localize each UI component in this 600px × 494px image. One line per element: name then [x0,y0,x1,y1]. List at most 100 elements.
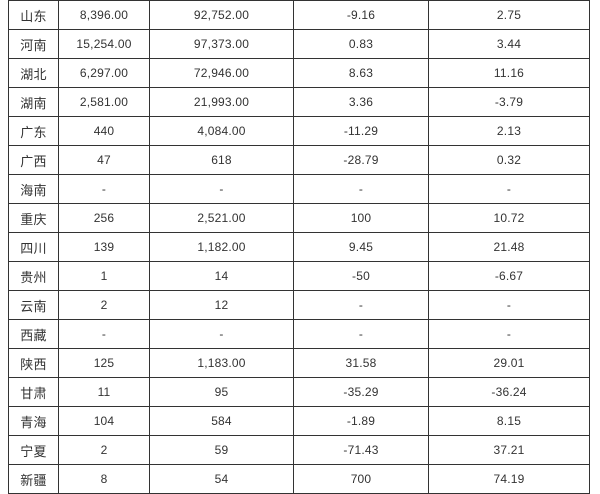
value-col4-cell: 8.15 [429,407,589,436]
value-col4-cell: 3.44 [429,30,589,59]
value-col3-cell: 0.83 [294,30,429,59]
table-row: 海南 - - - - [9,175,589,204]
province-name-cell: 新疆 [9,465,59,494]
table-row: 山东 8,396.00 92,752.00 -9.16 2.75 [9,1,589,30]
value-col2-cell: - [150,320,294,349]
province-name-cell: 湖北 [9,59,59,88]
value-col4-cell: 74.19 [429,465,589,494]
table-row: 陕西 125 1,183.00 31.58 29.01 [9,349,589,378]
table-row: 湖南 2,581.00 21,993.00 3.36 -3.79 [9,88,589,117]
value-col3-cell: -28.79 [294,146,429,175]
value-col3-cell: -1.89 [294,407,429,436]
value-col1-cell: 2 [59,436,150,465]
value-col3-cell: -71.43 [294,436,429,465]
value-col3-cell: 8.63 [294,59,429,88]
value-col1-cell: 8,396.00 [59,1,150,30]
value-col2-cell: 584 [150,407,294,436]
province-name-cell: 湖南 [9,88,59,117]
value-col1-cell: 8 [59,465,150,494]
province-name-cell: 广西 [9,146,59,175]
province-name-cell: 陕西 [9,349,59,378]
value-col2-cell: 2,521.00 [150,204,294,233]
value-col2-cell: 14 [150,262,294,291]
value-col2-cell: 72,946.00 [150,59,294,88]
province-name-cell: 贵州 [9,262,59,291]
table-row: 四川 139 1,182.00 9.45 21.48 [9,233,589,262]
value-col1-cell: 15,254.00 [59,30,150,59]
value-col4-cell: - [429,175,589,204]
table-row: 河南 15,254.00 97,373.00 0.83 3.44 [9,30,589,59]
value-col4-cell: -36.24 [429,378,589,407]
value-col4-cell: - [429,320,589,349]
value-col2-cell: 21,993.00 [150,88,294,117]
province-name-cell: 云南 [9,291,59,320]
province-name-cell: 西藏 [9,320,59,349]
value-col4-cell: 21.48 [429,233,589,262]
value-col1-cell: 11 [59,378,150,407]
province-name-cell: 甘肃 [9,378,59,407]
table-row: 广西 47 618 -28.79 0.32 [9,146,589,175]
value-col4-cell: 0.32 [429,146,589,175]
province-name-cell: 重庆 [9,204,59,233]
value-col4-cell: -3.79 [429,88,589,117]
value-col1-cell: 125 [59,349,150,378]
value-col3-cell: 9.45 [294,233,429,262]
value-col3-cell: 3.36 [294,88,429,117]
table-row: 青海 104 584 -1.89 8.15 [9,407,589,436]
value-col1-cell: 256 [59,204,150,233]
value-col3-cell: -35.29 [294,378,429,407]
value-col2-cell: 97,373.00 [150,30,294,59]
value-col1-cell: 47 [59,146,150,175]
value-col1-cell: - [59,175,150,204]
value-col2-cell: 54 [150,465,294,494]
table-row: 广东 440 4,084.00 -11.29 2.13 [9,117,589,146]
value-col4-cell: 2.75 [429,1,589,30]
value-col1-cell: 440 [59,117,150,146]
table-row: 重庆 256 2,521.00 100 10.72 [9,204,589,233]
value-col1-cell: 104 [59,407,150,436]
table-row: 新疆 8 54 700 74.19 [9,465,589,494]
value-col2-cell: 4,084.00 [150,117,294,146]
value-col3-cell: -9.16 [294,1,429,30]
table-row: 宁夏 2 59 -71.43 37.21 [9,436,589,465]
value-col1-cell: 2 [59,291,150,320]
value-col3-cell: -50 [294,262,429,291]
value-col4-cell: 10.72 [429,204,589,233]
province-name-cell: 宁夏 [9,436,59,465]
province-name-cell: 海南 [9,175,59,204]
value-col4-cell: 2.13 [429,117,589,146]
value-col3-cell: - [294,175,429,204]
value-col3-cell: 31.58 [294,349,429,378]
value-col2-cell: 1,182.00 [150,233,294,262]
province-name-cell: 广东 [9,117,59,146]
table-row: 贵州 1 14 -50 -6.67 [9,262,589,291]
value-col2-cell: 95 [150,378,294,407]
value-col3-cell: 700 [294,465,429,494]
value-col3-cell: -11.29 [294,117,429,146]
table-row: 西藏 - - - - [9,320,589,349]
province-name-cell: 河南 [9,30,59,59]
value-col2-cell: 92,752.00 [150,1,294,30]
province-data-table: 山东 8,396.00 92,752.00 -9.16 2.75 河南 15,2… [8,0,590,494]
value-col1-cell: 6,297.00 [59,59,150,88]
value-col2-cell: 12 [150,291,294,320]
province-name-cell: 山东 [9,1,59,30]
province-name-cell: 青海 [9,407,59,436]
value-col3-cell: - [294,320,429,349]
value-col1-cell: 139 [59,233,150,262]
value-col4-cell: -6.67 [429,262,589,291]
value-col4-cell: - [429,291,589,320]
value-col1-cell: - [59,320,150,349]
value-col2-cell: 618 [150,146,294,175]
province-name-cell: 四川 [9,233,59,262]
value-col3-cell: 100 [294,204,429,233]
value-col4-cell: 11.16 [429,59,589,88]
value-col4-cell: 37.21 [429,436,589,465]
value-col2-cell: 1,183.00 [150,349,294,378]
value-col2-cell: - [150,175,294,204]
value-col1-cell: 2,581.00 [59,88,150,117]
value-col4-cell: 29.01 [429,349,589,378]
table-row: 甘肃 11 95 -35.29 -36.24 [9,378,589,407]
value-col2-cell: 59 [150,436,294,465]
value-col1-cell: 1 [59,262,150,291]
